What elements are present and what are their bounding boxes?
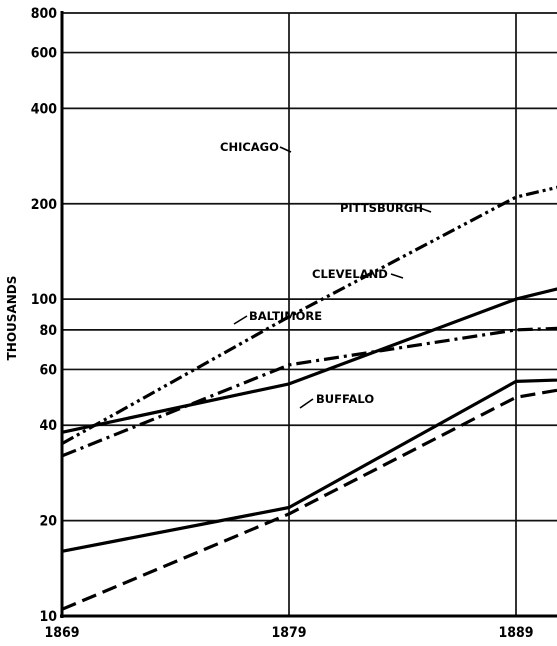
y-tick-label: 200: [31, 197, 58, 213]
y-tick-label: 80: [39, 323, 57, 339]
y-tick-label: 400: [31, 101, 58, 117]
series-label-leader: [279, 146, 292, 153]
y-tick-label: 20: [39, 514, 57, 530]
series-line-chicago: [61, 185, 557, 445]
series-label-pittsburgh: PITTSBURGH: [340, 201, 423, 215]
series-label-leader: [419, 207, 432, 213]
series-label-leader: [233, 315, 248, 325]
y-tick-labels: 10 20 40 60 80 100 200 400 600 800: [31, 6, 58, 625]
series-label-cleveland: CLEVELAND: [312, 267, 388, 281]
series-labels: CHICAGO PITTSBURGH CLEVELAND BALTIMORE BUFFA…: [220, 140, 432, 409]
x-tick-label: 1879: [271, 625, 306, 641]
x-tick-labels: 1869187918891899190919191929: [44, 625, 533, 641]
y-tick-label: 600: [31, 46, 58, 62]
series-line-cleveland: [61, 388, 557, 611]
series-label-leader: [390, 273, 404, 279]
y-tick-label: 40: [39, 418, 57, 434]
series-layer: [61, 185, 557, 611]
series-label-chicago: CHICAGO: [220, 140, 279, 154]
series-line-pittsburgh: [61, 287, 557, 434]
y-tick-label: 800: [31, 6, 58, 22]
series-label-leader: [299, 398, 314, 409]
y-tick-label: 100: [31, 292, 58, 308]
x-tick-label: 1889: [498, 625, 533, 641]
y-axis-label: THOUSANDS: [5, 276, 19, 361]
series-label-baltimore: BALTIMORE: [249, 309, 322, 323]
series-label-buffalo: BUFFALO: [316, 392, 374, 406]
axes: [60, 11, 557, 618]
y-tick-label: 10: [39, 609, 57, 625]
x-tick-label: 1869: [44, 625, 79, 641]
y-tick-label: 60: [39, 362, 57, 378]
